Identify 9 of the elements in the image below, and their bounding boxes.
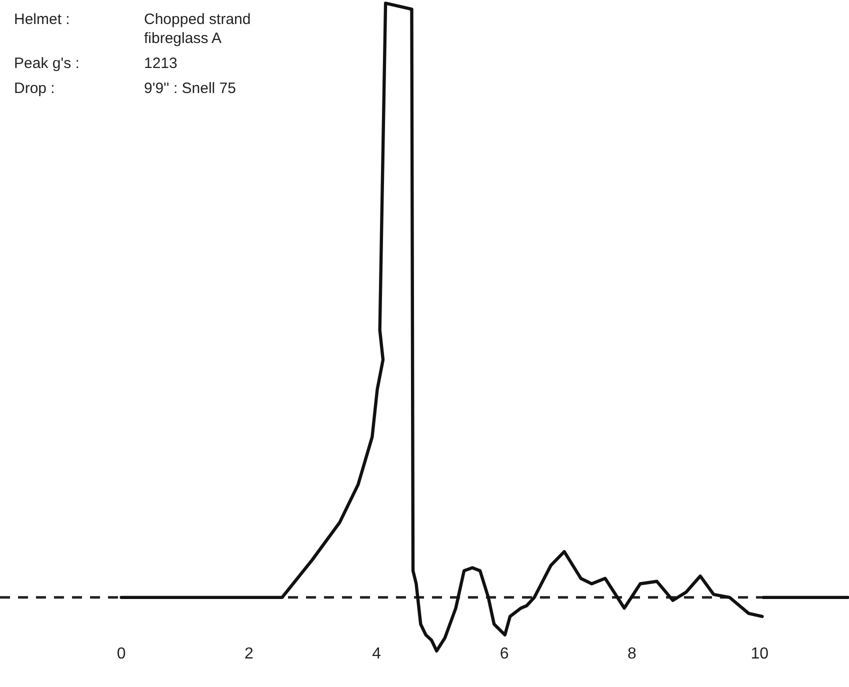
x-tick-label: 6 — [500, 645, 509, 662]
x-tick-label: 4 — [372, 645, 382, 662]
text: Drop : 9'9'' : Snell 75 — [14, 80, 236, 97]
text: Peak g's : 1213 — [14, 55, 178, 72]
x-tick-label: 2 — [244, 645, 254, 662]
x-tick-label: 0 — [116, 645, 126, 662]
text: Helmet : Chopped strand fibreglass A — [14, 11, 251, 47]
x-tick-label: 8 — [628, 645, 637, 662]
x-tick-label: 10 — [750, 645, 769, 662]
